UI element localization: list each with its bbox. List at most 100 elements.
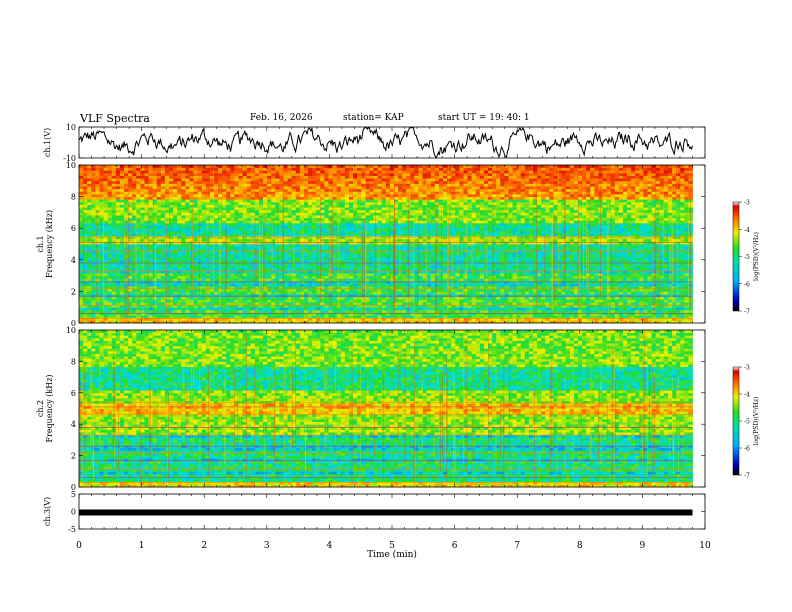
spectrogram-cell <box>434 265 440 269</box>
spectrogram-cell <box>426 241 432 245</box>
spectrogram-cell <box>504 288 509 292</box>
spectrogram-cell <box>455 280 460 284</box>
spectrogram-cell <box>631 267 636 271</box>
spectrogram-cell <box>520 249 526 253</box>
spectrogram-cell <box>614 286 620 290</box>
spectrogram-cell <box>177 309 182 313</box>
spectrogram-cell <box>537 254 542 258</box>
spectrogram-cell <box>500 307 505 311</box>
spectrogram-cell <box>414 294 419 298</box>
spectrogram-cell <box>181 246 186 250</box>
spectrogram-cell <box>385 251 391 255</box>
spectrogram-cell <box>381 312 387 316</box>
spectrogram-cell <box>148 265 154 269</box>
spectrogram-cell <box>185 249 190 253</box>
spectrogram-cell <box>422 309 428 313</box>
spectrogram-cell <box>193 238 199 242</box>
spectrogram-cell <box>651 288 657 292</box>
spectrogram-cell <box>414 301 419 305</box>
spectrogram-cell <box>471 309 477 313</box>
spectrogram-cell <box>676 270 681 274</box>
spectrogram-cell <box>156 291 162 295</box>
spectrogram-cell <box>508 267 513 271</box>
spectrogram-cell <box>381 259 387 263</box>
spectrogram-cell <box>504 270 509 274</box>
spectrogram-cell <box>467 317 473 321</box>
spectrogram-cell <box>385 278 391 282</box>
spectrogram-cell <box>111 283 117 287</box>
spectrogram-cell <box>688 249 693 253</box>
spectrogram-cell <box>156 262 162 266</box>
spectrogram-cell <box>152 275 158 279</box>
spectrogram-cell <box>483 304 489 308</box>
spectrogram-cell <box>455 288 460 292</box>
spectrogram-cell <box>422 283 428 287</box>
spectrogram-cell <box>672 312 677 316</box>
spectrogram-cell <box>672 291 677 295</box>
spectrogram-cell <box>168 312 174 316</box>
spectrogram-cell <box>156 254 162 258</box>
spectrogram-cell <box>267 278 272 282</box>
spectrogram-cell <box>250 257 256 261</box>
spectrogram-cell <box>443 309 448 313</box>
spectrogram-cell <box>541 286 546 290</box>
spectrogram-cell <box>197 283 203 287</box>
spectrogram-cell <box>659 291 665 295</box>
spectrogram-cell <box>119 265 125 269</box>
spectrogram-cell <box>103 272 109 276</box>
spectrogram-cell <box>185 315 190 319</box>
spectrogram-cell <box>353 286 358 290</box>
spectrogram-cell <box>622 272 628 276</box>
spectrogram-cell <box>402 265 407 269</box>
spectrogram-cell <box>148 244 154 248</box>
spectrogram-cell <box>553 283 558 287</box>
spectrogram-cell <box>234 270 239 274</box>
spectrogram-cell <box>365 259 370 263</box>
spectrogram-cell <box>316 270 321 274</box>
spectrogram-cell <box>111 296 117 300</box>
spectrogram-cell <box>136 309 141 313</box>
spectrogram-cell <box>132 272 137 276</box>
spectrogram-cell <box>414 238 419 242</box>
spectrogram-cell <box>545 299 550 303</box>
spectrogram-cell <box>663 254 669 258</box>
spectrogram-cell <box>250 265 256 269</box>
spectrogram-cell <box>451 275 456 279</box>
spectrogram-cell <box>508 241 513 245</box>
spectrogram-cell <box>299 267 305 271</box>
spectrogram-cell <box>455 262 460 266</box>
spectrogram-cell <box>618 249 624 253</box>
spectrogram-cell <box>639 272 644 276</box>
spectrogram-cell <box>263 267 268 271</box>
spectrogram-cell <box>561 249 567 253</box>
spectrogram-cell <box>246 270 252 274</box>
spectrogram-cell <box>463 301 468 305</box>
spectrogram-cell <box>610 278 616 282</box>
spectrogram-cell <box>459 265 464 269</box>
spectrogram-cell <box>156 251 162 255</box>
spectrogram-cell <box>398 312 403 316</box>
spectrogram-cell <box>164 309 170 313</box>
spectrogram-cell <box>569 296 575 300</box>
spectrogram-cell <box>496 283 501 287</box>
spectrogram-cell <box>410 265 415 269</box>
spectrogram-cell <box>557 304 562 308</box>
spectrogram-cell <box>508 299 513 303</box>
spectrogram-cell <box>672 254 677 258</box>
spectrogram-cell <box>577 296 583 300</box>
spectrogram-cell <box>557 265 562 269</box>
spectrogram-cell <box>222 309 227 313</box>
spectrogram-cell <box>389 262 395 266</box>
spectrogram-cell <box>643 315 648 319</box>
spectrogram-cell <box>234 238 239 242</box>
spectrogram-cell <box>614 272 620 276</box>
spectrogram-cell <box>119 280 125 284</box>
spectrogram-cell <box>267 254 272 258</box>
spectrogram-cell <box>242 246 248 250</box>
spectrogram-cell <box>226 238 231 242</box>
spectrogram-cell <box>557 254 562 258</box>
spectrogram-cell <box>618 294 624 298</box>
spectrogram-cell <box>549 278 554 282</box>
spectrogram-cell <box>299 288 305 292</box>
spectrogram-cell <box>238 317 243 321</box>
